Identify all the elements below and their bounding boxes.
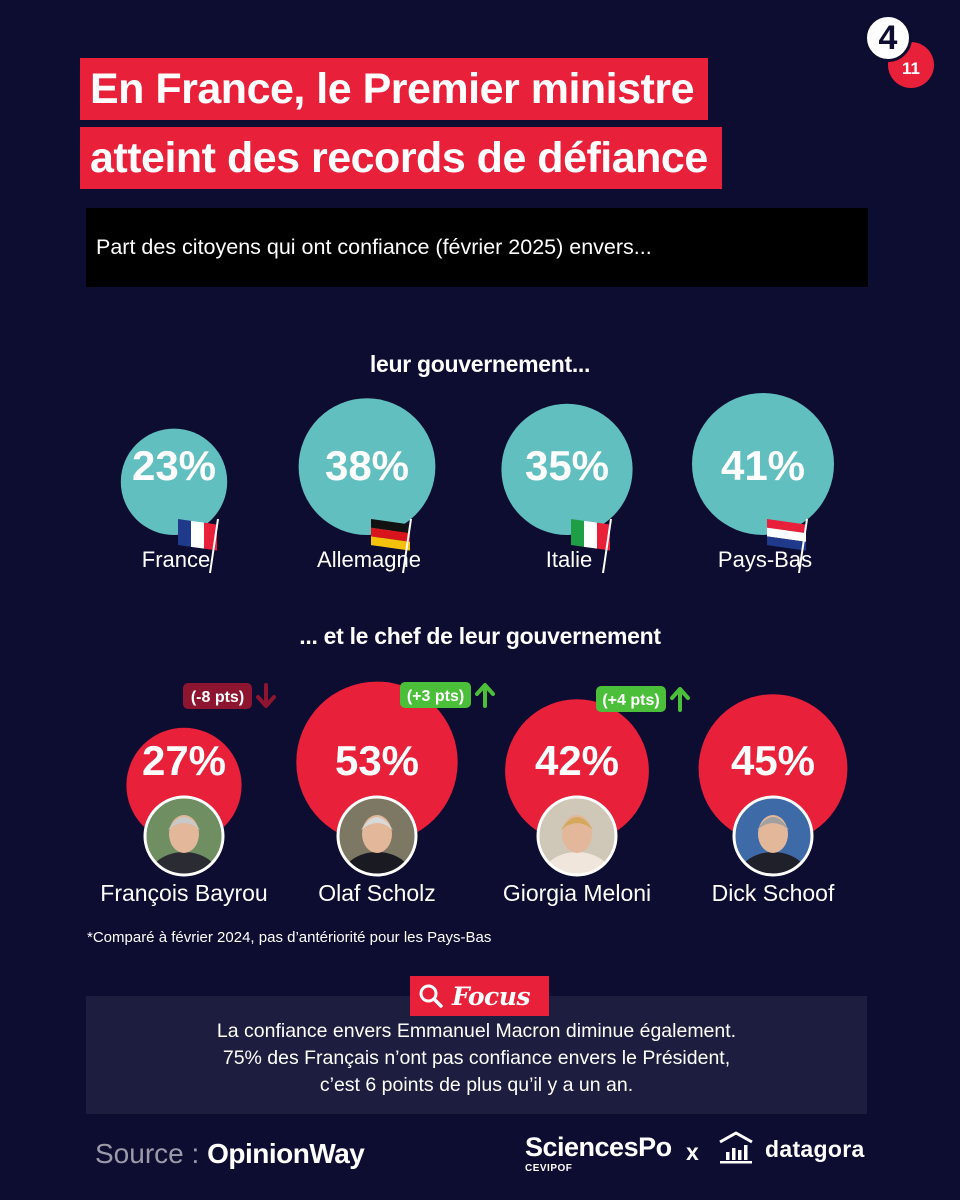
source: Source : OpinionWay <box>95 1138 365 1170</box>
section-label-government: leur gouvernement... <box>369 351 591 377</box>
flag-stripe <box>767 536 806 551</box>
avatar-border <box>732 795 814 877</box>
flag-pole <box>798 518 808 574</box>
avatar-hair <box>757 817 789 830</box>
leader-avatar-italie <box>538 797 616 875</box>
page-title: En France, le Premier ministre atteint d… <box>80 58 722 189</box>
magnifier-icon <box>419 984 443 1008</box>
source-prefix: Source : <box>95 1138 200 1169</box>
datagora-logo: datagora <box>717 1130 865 1164</box>
government-bubble-allemagne <box>298 398 436 536</box>
leader-bubble-pays-bas <box>698 694 848 844</box>
datagora-name: datagora <box>765 1136 865 1162</box>
government-value-label: 35% <box>525 442 609 489</box>
flag-stripe <box>178 519 191 547</box>
sciencespo-name: SciencesPo <box>525 1132 672 1162</box>
leader-value-label: 45% <box>731 737 815 784</box>
leader-value-label: 27% <box>142 737 226 784</box>
leader-name: Olaf Scholz <box>318 880 436 906</box>
flag-stripe <box>767 527 806 542</box>
flag-pole <box>209 518 219 574</box>
flag-pole <box>402 518 412 574</box>
section-label-leader: ... et le chef de leur gouvernement <box>299 623 661 649</box>
focus-tag: Focus <box>410 976 549 1016</box>
subtitle: Part des citoyens qui ont confiance (fév… <box>96 235 652 259</box>
avatar-body <box>543 852 611 875</box>
flag-stripe <box>371 536 410 551</box>
government-bubble-italie <box>501 403 633 536</box>
leader-avatar-france <box>145 797 223 875</box>
focus-line-3: c’est 6 points de plus qu’il y a un an. <box>319 1074 634 1096</box>
focus-line-2: 75% des Français n’ont pas confiance env… <box>222 1047 731 1069</box>
arrow-up-icon <box>670 687 690 712</box>
footnote: *Comparé à février 2024, pas d’antériori… <box>87 929 492 946</box>
flag-stripe <box>767 519 806 534</box>
country-label: Allemagne <box>317 547 421 572</box>
country-label: France <box>142 547 210 572</box>
change-badge-label: (+3 pts) <box>407 688 464 705</box>
avatar-hair <box>168 817 200 830</box>
change-badge <box>596 686 666 712</box>
avatar-border <box>536 795 618 877</box>
title-line-1: En France, le Premier ministre <box>80 58 708 120</box>
flag-netherlands-icon <box>767 519 806 551</box>
flag-france-icon <box>178 519 217 551</box>
change-badge <box>400 682 471 708</box>
flag-stripe <box>371 519 410 534</box>
subtitle-box: Part des citoyens qui ont confiance (fév… <box>86 208 868 287</box>
leader-value-label: 42% <box>535 737 619 784</box>
source-org: OpinionWay <box>207 1138 365 1169</box>
change-badge-label: (-8 pts) <box>191 689 244 706</box>
focus-text: La confiance envers Emmanuel Macron dimi… <box>86 1018 867 1099</box>
sciencespo-logo: SciencesPo CEVIPOF <box>525 1133 672 1174</box>
country-label: Italie <box>546 547 592 572</box>
avatar-border <box>336 795 418 877</box>
avatar-body <box>150 852 218 875</box>
flag-stripe <box>584 520 597 549</box>
arrow-up-icon <box>475 683 495 708</box>
leader-avatar-pays-bas <box>734 797 812 875</box>
government-value-label: 38% <box>325 442 409 489</box>
partner-separator: x <box>686 1139 699 1165</box>
leader-value-label: 53% <box>335 737 419 784</box>
flag-stripe <box>571 519 584 547</box>
leader-name: François Bayrou <box>100 880 267 906</box>
government-bubble-france <box>120 428 228 536</box>
leader-name: Dick Schoof <box>712 880 835 906</box>
flag-italy-icon <box>571 519 610 551</box>
focus-line-1: La confiance envers Emmanuel Macron dimi… <box>216 1020 737 1042</box>
avatar-hair <box>361 817 393 830</box>
leader-bubble-allemagne <box>296 681 458 843</box>
page-current: 4 <box>864 14 912 62</box>
arrow-down-icon <box>256 683 276 708</box>
title-line-2: atteint des records de défiance <box>80 127 722 189</box>
leader-name: Giorgia Meloni <box>503 880 651 906</box>
flag-germany-icon <box>371 519 410 551</box>
flag-stripe <box>191 520 204 549</box>
bubble-chart: 23% France 38% Allemagne 35% Italie 41% Pays-Ba… <box>100 393 848 906</box>
leader-bubble-italie <box>505 699 649 844</box>
datagora-building-icon <box>719 1131 753 1164</box>
avatar-hair <box>561 817 593 830</box>
avatar-body <box>343 852 411 875</box>
focus-label: Focus <box>452 981 531 1011</box>
government-value-label: 23% <box>132 442 216 489</box>
leader-avatar-allemagne <box>338 797 416 875</box>
change-badge <box>183 683 252 709</box>
page-indicator: 4 11 <box>864 14 940 94</box>
avatar-body <box>739 852 807 875</box>
avatar-border <box>143 795 225 877</box>
flag-pole <box>602 518 612 574</box>
government-value-label: 41% <box>721 442 805 489</box>
change-badge-label: (+4 pts) <box>602 692 659 709</box>
sciencespo-sub: CEVIPOF <box>525 1163 573 1174</box>
country-label: Pays-Bas <box>718 547 812 572</box>
government-bubble-pays-bas <box>692 393 834 535</box>
flag-stripe <box>371 527 410 542</box>
